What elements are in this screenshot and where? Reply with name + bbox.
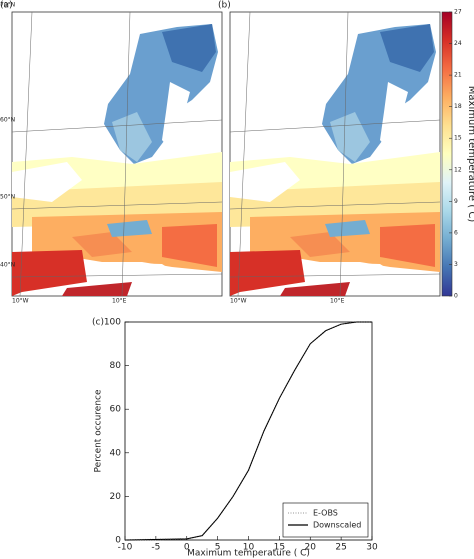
graticule [229, 273, 441, 278]
land-south [72, 232, 132, 257]
lat-label: 40°N [0, 262, 15, 269]
land-north [380, 24, 434, 72]
lon-label: 10°W [12, 298, 29, 305]
lat-label: 50°N [0, 194, 15, 201]
x-tick-label: 15 [274, 543, 285, 553]
x-tick-label: 10 [243, 543, 255, 553]
graticule [237, 11, 251, 297]
colorbar-tick-label: 9 [454, 198, 458, 205]
alps [325, 220, 370, 237]
lon-label: 10°W [230, 298, 247, 305]
graticule [11, 273, 223, 278]
sea [12, 162, 82, 202]
graticule [11, 201, 223, 210]
x-tick-label: 25 [335, 543, 346, 553]
lat-label: 60°N [0, 117, 15, 124]
x-tick-label: -5 [151, 543, 160, 553]
colorbar-tick-label: 12 [454, 166, 462, 173]
graticule [229, 119, 441, 133]
series-line [124, 321, 372, 541]
land-africa [280, 282, 350, 296]
land-iberia [12, 250, 87, 296]
colorbar-tick-label: 21 [454, 72, 462, 79]
y-tick-label: 40 [110, 448, 122, 458]
y-tick-label: 60 [110, 405, 122, 415]
sea [162, 82, 190, 152]
alps [107, 220, 152, 237]
y-tick-label: 80 [110, 361, 122, 371]
colorbar-tick-label: 3 [454, 261, 458, 268]
graticule [229, 201, 441, 210]
x-tick-label: 0 [184, 543, 190, 553]
panel-label: (b) [218, 1, 231, 11]
y-axis-label: Percent occurence [94, 389, 104, 473]
lat-label: 70°N [0, 2, 15, 9]
colorbar-label: Maximum temperature ( C) [466, 86, 474, 223]
legend-label: E-OBS [313, 509, 338, 518]
land-north [162, 24, 216, 72]
land-iberia [230, 250, 305, 296]
land-south [380, 224, 435, 267]
colorbar-tick-label: 0 [454, 293, 458, 300]
sea [230, 162, 300, 202]
colorbar-tick-label: 15 [454, 135, 462, 142]
x-axis-label: Maximum temperature ( C) [187, 549, 310, 559]
sea [380, 82, 408, 152]
graticule [339, 11, 349, 297]
panel-label: (c) [92, 318, 104, 328]
colorbar-tick-label: 27 [454, 9, 462, 16]
land-south [290, 232, 350, 257]
legend-label: Downscaled [313, 521, 361, 530]
y-tick-label: 0 [115, 536, 121, 546]
colorbar-tick-label: 18 [454, 103, 462, 110]
land-africa [62, 282, 132, 296]
y-tick-label: 100 [104, 318, 121, 328]
graticule [19, 11, 33, 297]
x-tick-label: -10 [118, 543, 133, 553]
panel-label: (a) [0, 1, 13, 11]
lon-label: 10°E [112, 298, 127, 305]
graticule [11, 119, 223, 133]
x-tick-label: 5 [215, 543, 221, 553]
map [11, 11, 223, 297]
x-tick-label: 30 [366, 543, 378, 553]
map [229, 11, 441, 297]
colorbar [441, 11, 453, 297]
graticule [121, 11, 131, 297]
lon-label: 10°E [330, 298, 345, 305]
x-tick-label: 20 [305, 543, 317, 553]
colorbar-tick-label: 24 [454, 40, 462, 47]
y-tick-label: 20 [110, 492, 122, 502]
colorbar-tick-label: 6 [454, 229, 458, 236]
legend-box [282, 502, 369, 538]
land-south [162, 224, 217, 267]
